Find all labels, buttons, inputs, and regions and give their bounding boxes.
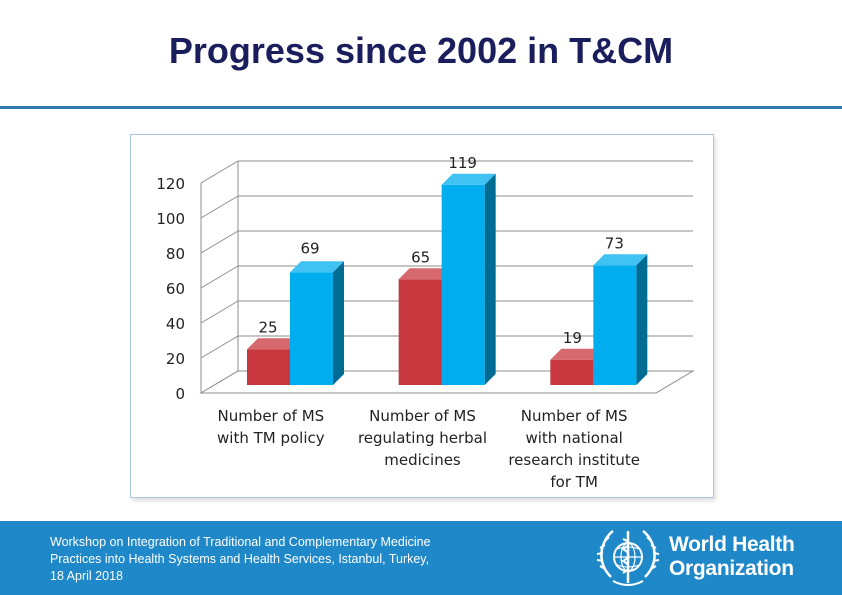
footer-line-1: Workshop on Integration of Traditional a… — [50, 535, 431, 549]
chart-frame: 0 20 40 60 80 100 120 25 69 Number of MS with TM p… — [130, 134, 714, 498]
y-tick-label-3: 60 — [166, 280, 185, 298]
x-tick-label-1-0: Number of MS — [369, 407, 476, 425]
x-tick-label-0-1: with TM policy — [217, 429, 325, 447]
gridline-side-2 — [200, 300, 239, 324]
footer-text: Workshop on Integration of Traditional a… — [50, 534, 530, 585]
bar-top-2012-0 — [290, 261, 344, 273]
x-tick-label-1-1: regulating herbal — [358, 429, 487, 447]
data-label-2012-0: 69 — [300, 239, 319, 257]
who-logo-line-1: World Health — [669, 533, 795, 556]
bar-top-1999-0 — [247, 338, 301, 350]
who-logo-line-2: Organization — [669, 557, 794, 580]
bar-1999-1 — [398, 279, 442, 385]
gridline-side-4 — [200, 230, 239, 254]
data-label-1999-1: 65 — [411, 248, 430, 266]
bar-top-1999-1 — [398, 268, 453, 280]
x-tick-label-2-2: research institute — [508, 451, 640, 469]
bar-1999-0 — [247, 349, 290, 385]
bar-chart: 0 20 40 60 80 100 120 25 69 Number of MS with TM p… — [156, 154, 695, 491]
x-tick-label-1-2: medicines — [384, 451, 461, 469]
bar-top-2012-2 — [593, 254, 648, 266]
bar-side-2012-1 — [484, 173, 496, 385]
y-tick-label-6: 120 — [156, 175, 185, 193]
x-tick-label-2-0: Number of MS — [521, 407, 628, 425]
title-divider — [0, 106, 842, 109]
footer-line-3: 18 April 2018 — [50, 569, 123, 583]
data-label-1999-2: 19 — [563, 329, 582, 347]
gridline-side-1 — [200, 335, 239, 359]
gridline-side-5 — [200, 195, 239, 219]
data-label-2012-1: 119 — [448, 154, 477, 172]
data-label-2012-2: 73 — [605, 234, 624, 252]
bar-2012-0 — [290, 272, 333, 385]
bar-2012-1 — [441, 184, 485, 385]
bar-2012-2 — [593, 265, 637, 385]
gridline-side-6 — [200, 160, 239, 184]
x-tick-label-2-1: with national — [525, 429, 622, 447]
gridline-side-3 — [200, 265, 239, 289]
x-tick-label-2-3: for TM — [550, 473, 598, 491]
footer-bar: Workshop on Integration of Traditional a… — [0, 521, 842, 595]
y-tick-label-5: 100 — [156, 210, 185, 228]
footer-line-2: Practices into Health Systems and Health… — [50, 552, 430, 566]
bar-1999-2 — [550, 359, 594, 385]
who-emblem-icon — [596, 530, 660, 586]
bar-side-2012-0 — [333, 261, 344, 385]
bar-top-1999-2 — [550, 348, 605, 360]
y-tick-label-0: 0 — [175, 385, 185, 403]
y-tick-label-2: 40 — [166, 315, 185, 333]
bar-side-2012-2 — [636, 254, 648, 385]
x-tick-label-0-0: Number of MS — [217, 407, 324, 425]
bar-top-2012-1 — [441, 173, 496, 185]
y-tick-label-1: 20 — [166, 350, 185, 368]
data-label-1999-0: 25 — [258, 318, 277, 336]
y-tick-label-4: 80 — [166, 245, 185, 263]
who-logo-text: World Health Organization — [669, 533, 795, 581]
slide-title: Progress since 2002 in T&CM — [168, 30, 674, 71]
